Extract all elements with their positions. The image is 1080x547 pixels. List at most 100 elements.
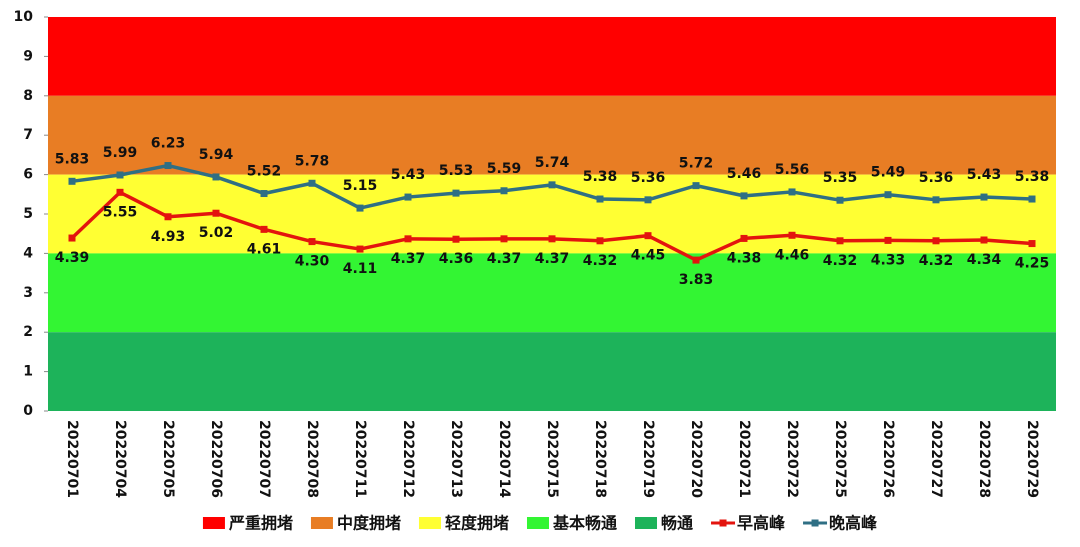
- x-tick-label: 20220708: [304, 420, 320, 498]
- legend-label: 中度拥堵: [337, 514, 401, 533]
- x-tick-label: 20220713: [448, 420, 464, 498]
- legend-swatch: [202, 517, 225, 529]
- point-marker: [1028, 195, 1036, 203]
- x-tick-label: 20220714: [496, 420, 512, 498]
- legend-swatch: [526, 517, 549, 529]
- value-label: 4.30: [295, 254, 330, 270]
- value-label: 4.39: [55, 250, 90, 266]
- value-label: 5.35: [823, 170, 858, 186]
- y-tick-label: 9: [23, 48, 33, 64]
- point-marker: [836, 237, 844, 245]
- x-tick-label: 20220705: [160, 420, 176, 498]
- value-label: 4.32: [583, 253, 618, 269]
- point-marker: [548, 235, 556, 243]
- point-marker: [596, 237, 604, 245]
- legend-label: 轻度拥堵: [445, 514, 509, 533]
- point-marker: [260, 225, 268, 233]
- x-tick-label: 20220726: [880, 420, 896, 498]
- x-tick-label: 20220718: [592, 420, 608, 498]
- value-label: 5.74: [535, 155, 570, 171]
- band: [48, 95, 1056, 175]
- value-label: 5.02: [199, 225, 234, 241]
- y-tick-label: 5: [23, 206, 33, 222]
- value-label: 4.34: [967, 252, 1002, 268]
- value-label: 5.53: [439, 163, 474, 179]
- legend-swatch: [310, 517, 333, 529]
- point-marker: [500, 187, 508, 195]
- x-tick-label: 20220715: [544, 420, 560, 498]
- x-tick-label: 20220729: [1024, 420, 1040, 498]
- point-marker: [116, 188, 124, 196]
- value-label: 5.78: [295, 153, 330, 169]
- value-label: 6.23: [151, 136, 186, 152]
- point-marker: [452, 235, 460, 243]
- legend-swatch: [635, 517, 658, 529]
- value-label: 5.38: [583, 169, 618, 185]
- point-marker: [884, 191, 892, 199]
- value-label: 5.56: [775, 162, 810, 178]
- point-marker: [596, 195, 604, 203]
- value-label: 4.36: [439, 251, 474, 267]
- band: [48, 253, 1056, 333]
- value-label: 4.93: [151, 229, 186, 245]
- value-label: 5.43: [391, 167, 426, 183]
- point-marker: [836, 196, 844, 204]
- point-marker: [260, 190, 268, 198]
- legend-label: 畅通: [661, 514, 693, 533]
- point-marker: [788, 231, 796, 239]
- value-label: 5.99: [103, 145, 138, 161]
- point-marker: [932, 237, 940, 245]
- value-label: 4.61: [247, 241, 282, 257]
- point-marker: [212, 173, 220, 181]
- x-tick-label: 20220706: [208, 420, 224, 498]
- x-tick-label: 20220728: [976, 420, 992, 498]
- y-tick-label: 0: [23, 403, 33, 419]
- value-label: 5.46: [727, 166, 762, 182]
- band: [48, 17, 1056, 96]
- value-label: 5.72: [679, 156, 714, 172]
- y-tick-label: 1: [23, 364, 33, 380]
- y-tick-label: 10: [14, 9, 34, 25]
- value-label: 5.38: [1015, 169, 1050, 185]
- legend-swatch: [719, 519, 727, 527]
- value-label: 4.37: [391, 251, 426, 267]
- y-tick-label: 2: [23, 324, 33, 340]
- x-tick-label: 20220707: [256, 420, 272, 498]
- value-label: 4.37: [535, 251, 570, 267]
- value-label: 4.32: [823, 253, 858, 269]
- point-marker: [404, 193, 412, 201]
- point-marker: [692, 256, 700, 264]
- x-tick-label: 20220719: [640, 420, 656, 498]
- point-marker: [980, 193, 988, 201]
- value-label: 4.38: [727, 250, 762, 266]
- point-marker: [308, 238, 316, 246]
- value-label: 4.37: [487, 251, 522, 267]
- x-tick-label: 20220711: [352, 420, 368, 498]
- point-marker: [740, 192, 748, 200]
- point-marker: [164, 213, 172, 221]
- value-label: 3.83: [679, 272, 714, 288]
- x-tick-label: 20220725: [832, 420, 848, 498]
- legend: 严重拥堵 中度拥堵 轻度拥堵 基本畅通 畅通 早高峰 晚高峰: [202, 514, 878, 533]
- y-tick-label: 8: [23, 88, 33, 104]
- point-marker: [212, 209, 220, 217]
- point-marker: [404, 235, 412, 243]
- value-label: 5.36: [631, 170, 666, 186]
- value-label: 5.94: [199, 147, 234, 163]
- point-marker: [644, 232, 652, 240]
- legend-label: 晚高峰: [829, 514, 878, 533]
- point-marker: [500, 235, 508, 243]
- value-label: 5.59: [487, 161, 522, 177]
- band: [48, 332, 1056, 411]
- value-label: 5.15: [343, 178, 378, 194]
- point-marker: [308, 179, 316, 187]
- value-label: 4.25: [1015, 256, 1050, 272]
- value-label: 5.83: [55, 151, 90, 167]
- value-label: 4.46: [775, 247, 810, 263]
- value-label: 5.52: [247, 164, 282, 180]
- y-tick-label: 6: [23, 167, 33, 183]
- point-marker: [116, 171, 124, 179]
- legend-label: 基本畅通: [552, 514, 617, 533]
- point-marker: [932, 196, 940, 204]
